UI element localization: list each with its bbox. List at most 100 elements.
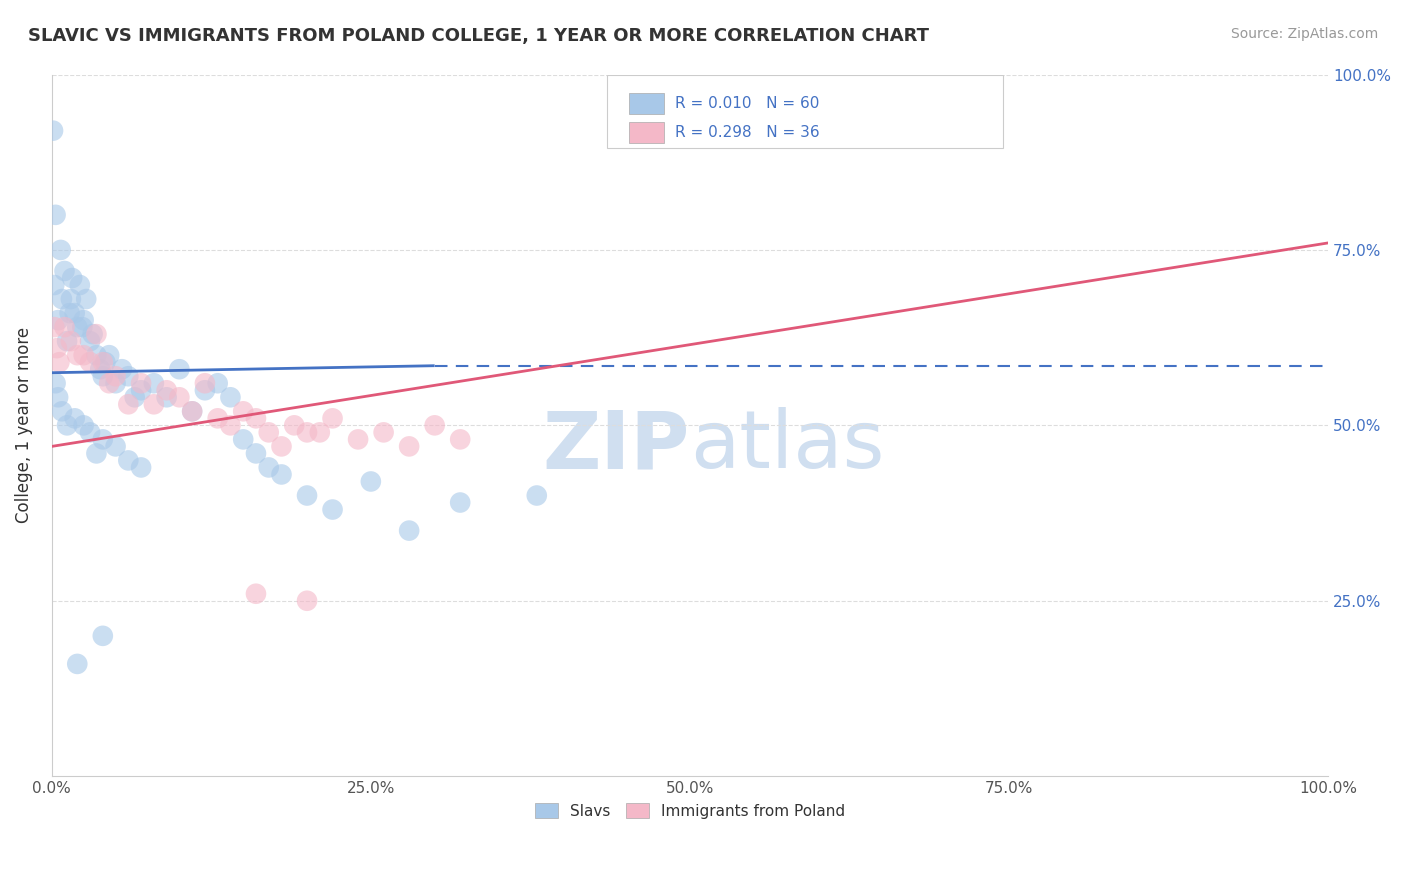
Point [82,327,104,342]
Point [194,376,217,391]
Y-axis label: College, 1 year or more: College, 1 year or more [15,327,32,524]
Point [59,334,82,348]
Text: Source: ZipAtlas.com: Source: ZipAtlas.com [1230,27,1378,41]
Point [360,475,382,489]
Point [86,446,108,460]
Point [449,433,471,447]
Point [181,404,204,418]
Point [449,495,471,509]
Point [98,376,121,391]
Point [295,489,318,503]
Point [45,376,67,391]
Point [59,292,82,306]
Point [232,404,254,418]
Point [257,460,280,475]
Point [63,306,86,320]
Point [56,418,79,433]
Point [207,376,229,391]
Point [104,376,127,391]
Point [51,292,73,306]
Point [219,418,242,433]
Point [295,593,318,607]
Point [73,418,96,433]
Point [60,271,83,285]
Point [79,425,101,440]
Point [423,418,446,433]
Point [45,208,67,222]
Point [398,439,420,453]
Point [526,489,548,503]
Point [156,390,179,404]
Point [91,433,114,447]
Point [49,243,72,257]
Point [169,390,191,404]
Text: SLAVIC VS IMMIGRANTS FROM POLAND COLLEGE, 1 YEAR OR MORE CORRELATION CHART: SLAVIC VS IMMIGRANTS FROM POLAND COLLEGE… [28,27,929,45]
Point [117,369,139,384]
Text: R = 0.298   N = 36: R = 0.298 N = 36 [675,125,820,140]
Point [129,384,152,398]
Point [91,355,114,369]
Point [69,278,91,293]
Point [79,355,101,369]
Point [86,327,108,342]
Point [42,123,65,137]
FancyBboxPatch shape [628,122,665,144]
Point [98,348,121,362]
Point [295,425,318,440]
Point [207,411,229,425]
Point [73,348,96,362]
Point [142,376,165,391]
Point [117,453,139,467]
Point [66,320,89,334]
Point [51,404,73,418]
Point [245,411,267,425]
Point [48,355,70,369]
Point [117,397,139,411]
Point [66,657,89,671]
Point [44,320,66,334]
Point [270,439,292,453]
Point [75,292,97,306]
Point [79,334,101,348]
Point [59,306,82,320]
Point [111,362,134,376]
Point [89,362,111,376]
Point [257,425,280,440]
FancyBboxPatch shape [607,75,1002,148]
Point [347,433,370,447]
Point [46,313,69,327]
Text: R = 0.010   N = 60: R = 0.010 N = 60 [675,95,820,111]
Point [94,355,117,369]
Point [56,334,79,348]
Point [232,433,254,447]
Point [219,390,242,404]
Point [104,439,127,453]
Point [322,411,344,425]
Point [91,629,114,643]
Point [194,384,217,398]
Point [129,376,152,391]
Point [124,390,146,404]
Point [72,320,94,334]
Point [373,425,395,440]
Point [46,390,69,404]
Point [398,524,420,538]
Point [181,404,204,418]
Point [44,278,66,293]
Point [245,587,267,601]
Point [53,320,76,334]
Point [169,362,191,376]
Point [45,341,67,355]
Point [308,425,330,440]
Text: atlas: atlas [690,408,884,485]
Point [142,397,165,411]
Point [104,369,127,384]
Point [63,411,86,425]
Point [245,446,267,460]
FancyBboxPatch shape [628,93,665,114]
Point [91,369,114,384]
Point [73,313,96,327]
Point [53,264,76,278]
Point [156,384,179,398]
Point [129,460,152,475]
